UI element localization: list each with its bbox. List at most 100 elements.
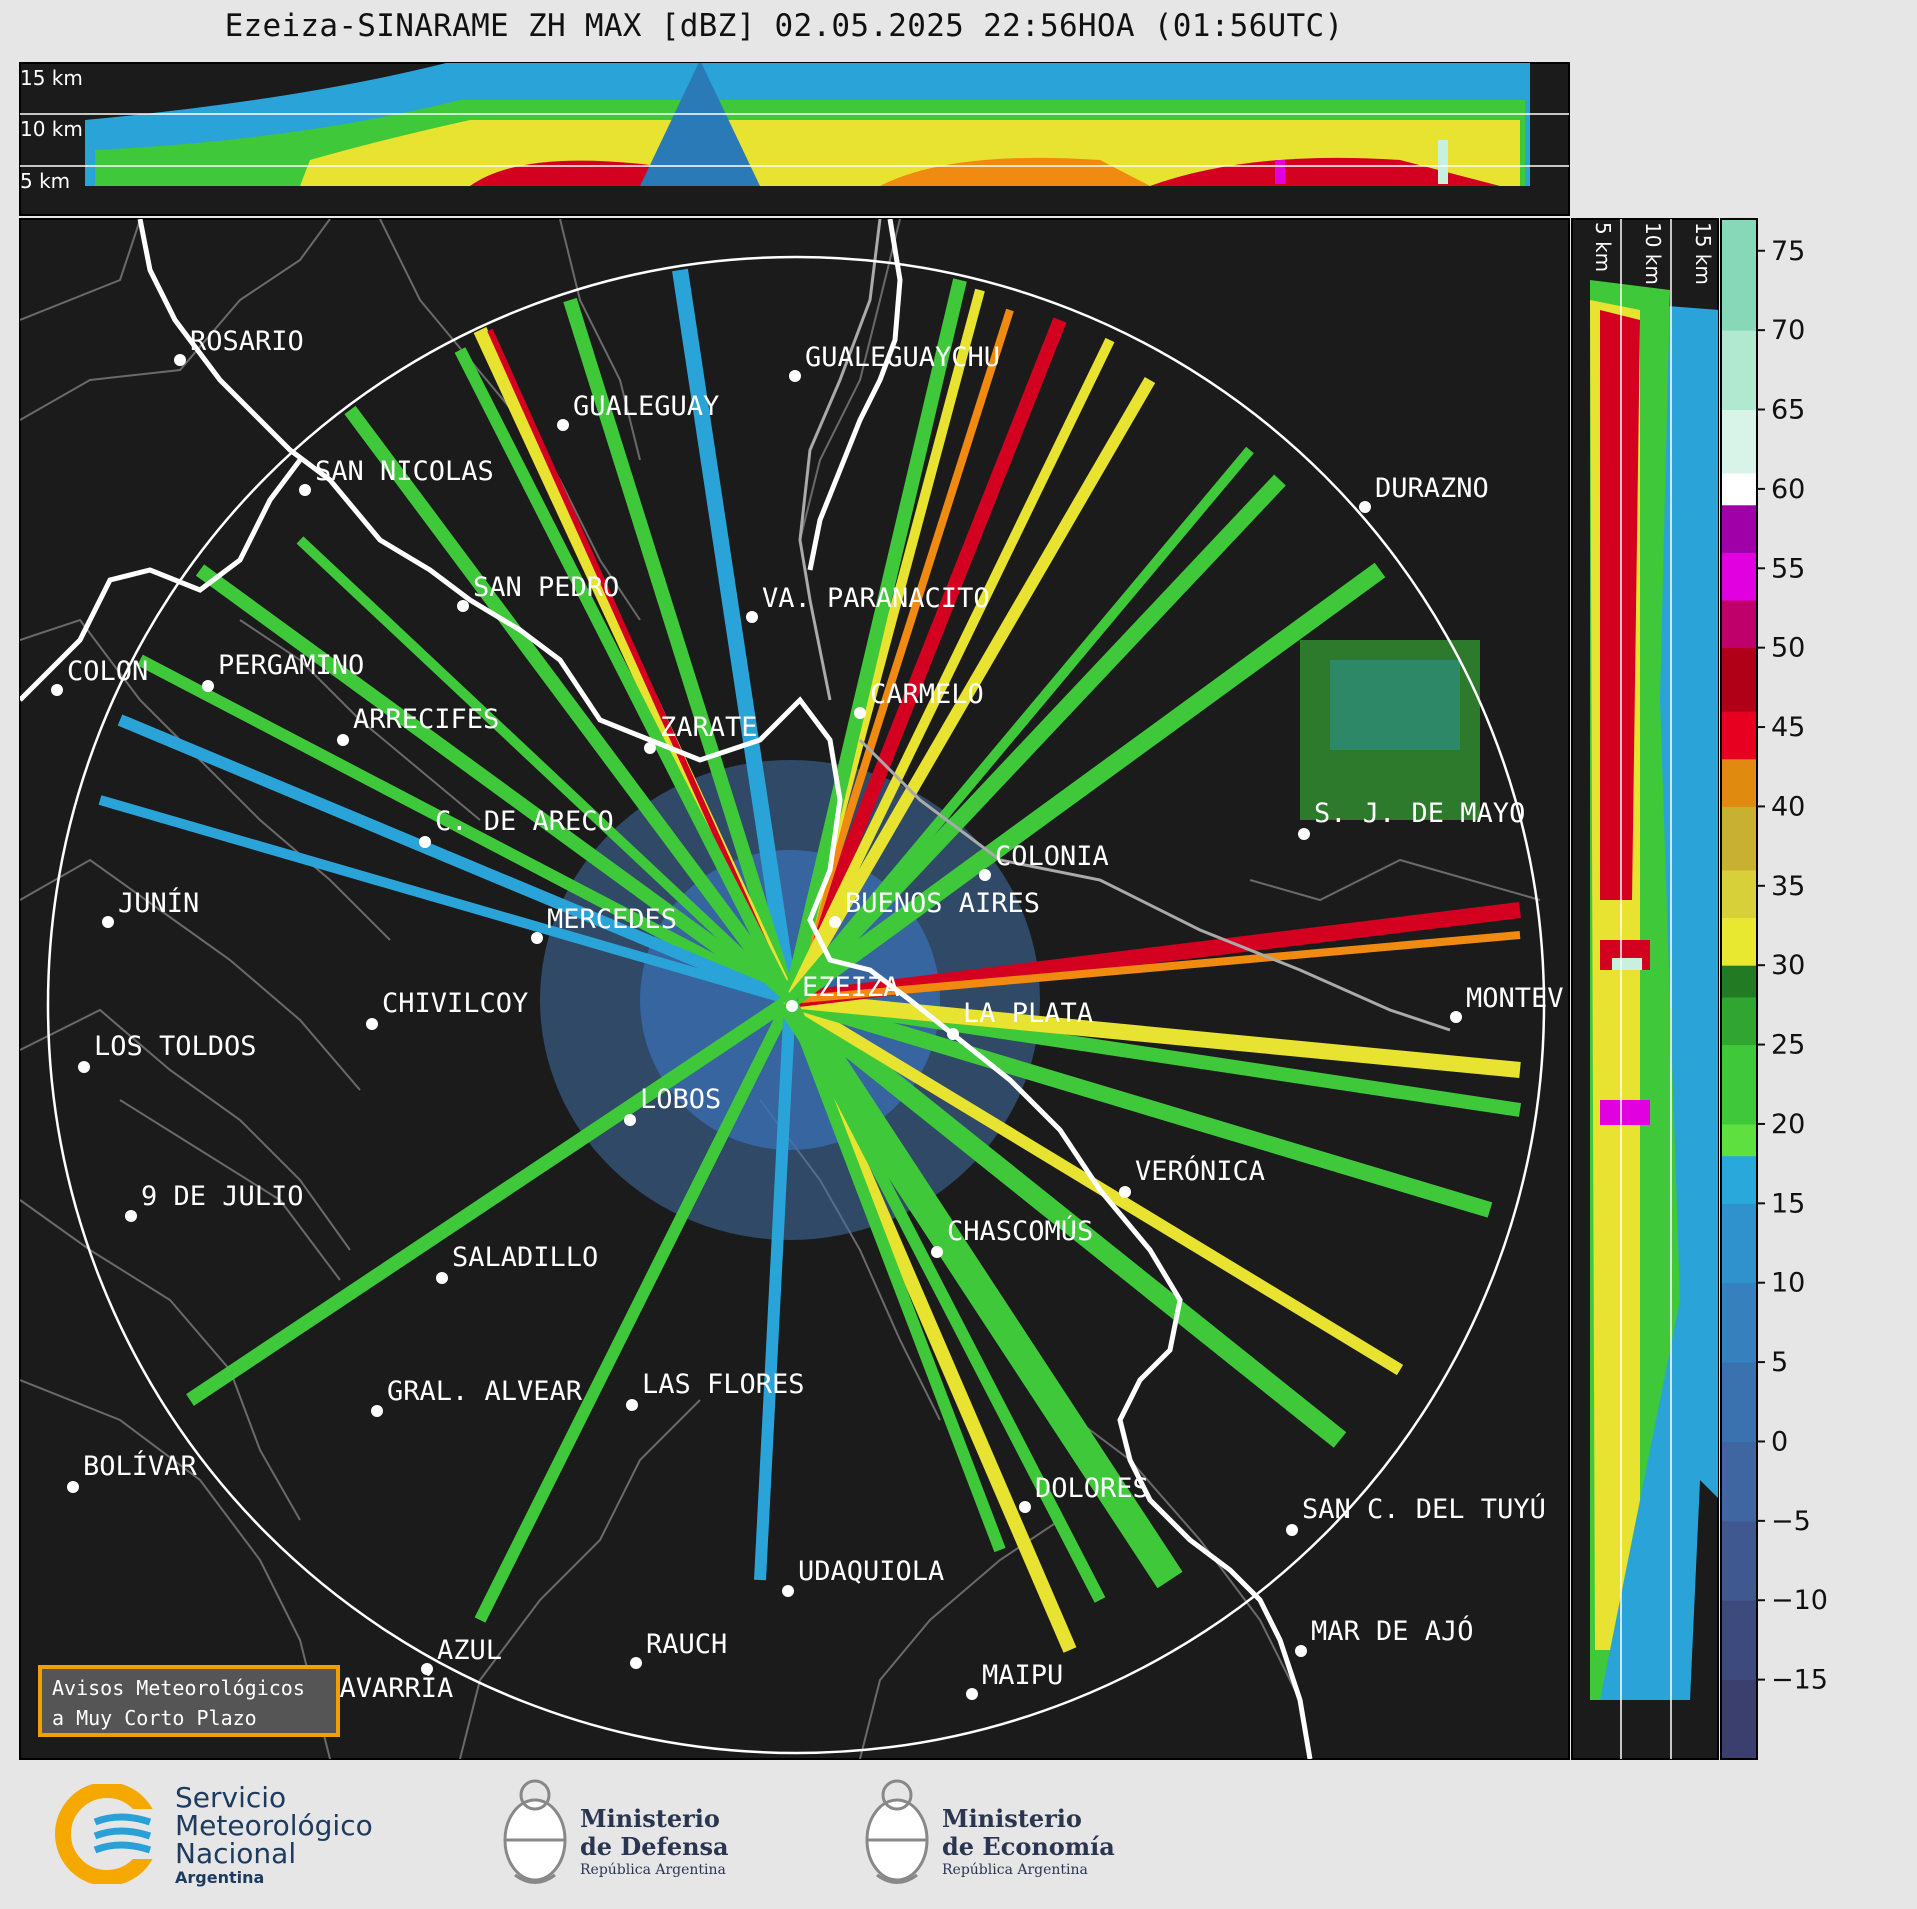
colorbar-swatch [1721,504,1757,553]
boundaries [20,219,1541,1759]
svg-text:UDAQUIOLA: UDAQUIOLA [798,1556,944,1587]
colorbar-swatch [1721,552,1757,601]
svg-text:LA PLATA: LA PLATA [963,998,1093,1029]
svg-text:VA. PARANACITO: VA. PARANACITO [762,583,990,614]
city-colon: COLON [51,656,148,696]
smn-text: Servicio Meteorológico Nacional Argentin… [175,1781,373,1888]
colorbar-swatch [1721,409,1757,474]
svg-text:MAR DE AJÓ: MAR DE AJÓ [1311,1615,1474,1647]
colorbar-tick-label: 0 [1771,1426,1788,1457]
city-sj-de-mayo: S. J. DE MAYO [1298,798,1525,840]
side-height-label-5km: 5 km [1591,222,1615,272]
radar-map-panel: ROSARIO GUALEGUAYCHU GUALEGUAY SAN NICOL… [19,218,1570,1760]
svg-text:AZUL: AZUL [437,1635,502,1666]
city-saladillo: SALADILLO [436,1242,598,1284]
ministerio-economia-logo: Ministerio de Economía República Argenti… [857,1775,1137,1895]
ministerio-defensa-logo: Ministerio de Defensa República Argentin… [495,1775,775,1895]
coastline [20,219,1313,1759]
colorbar-swatch [1721,758,1757,807]
colorbar-tick-label: 30 [1771,950,1805,981]
colorbar-tick-label: −10 [1771,1585,1828,1616]
svg-text:VERÓNICA: VERÓNICA [1135,1155,1265,1187]
colorbar-swatch [1721,1203,1757,1284]
city-gualeguay: GUALEGUAY [557,391,719,431]
svg-text:SAN C. DEL TUYÚ: SAN C. DEL TUYÚ [1302,1493,1546,1525]
chart-title: Ezeiza-SINARAME ZH MAX [dBZ] 02.05.2025 … [224,8,1344,44]
colorbar-swatch [1721,1520,1757,1601]
smn-emblem-icon [55,1782,167,1886]
colorbar-tick-label: −15 [1771,1665,1828,1696]
city-las-flores: LAS FLORES [626,1369,805,1411]
svg-text:MAIPU: MAIPU [982,1660,1063,1691]
svg-text:MERCEDES: MERCEDES [547,904,677,935]
city-zarate: ZARATE [644,712,758,754]
svg-text:COLONIA: COLONIA [995,841,1109,872]
colorbar-tick-label: 55 [1771,553,1805,584]
svg-text:EZEIZA: EZEIZA [802,972,900,1003]
city-san-c-del-tuyu: SAN C. DEL TUYÚ [1286,1493,1546,1536]
city-ezeiza: EZEIZA [786,972,900,1012]
city-maipu: MAIPU [966,1660,1063,1700]
svg-text:DURAZNO: DURAZNO [1375,473,1489,504]
smn-logo: Servicio Meteorológico Nacional Argentin… [55,1782,415,1887]
city-azul: AZUL [421,1635,502,1675]
coat-of-arms-icon [503,1779,567,1884]
city-durazno: DURAZNO [1359,473,1489,513]
height-label-5km: 5 km [20,169,70,193]
colorbar-swatch [1721,1155,1757,1204]
svg-text:CHASCOMÚS: CHASCOMÚS [947,1215,1093,1247]
colorbar-tick-label: 5 [1771,1347,1788,1378]
colorbar-tick-label: 50 [1771,633,1805,664]
avisos-line2: a Muy Corto Plazo [52,1706,257,1730]
colorbar-tick-label: 40 [1771,791,1805,822]
colorbar-tick-label: −5 [1771,1506,1811,1537]
colorbar-swatch [1721,965,1757,998]
colorbar-tick-label: 15 [1771,1188,1805,1219]
svg-text:S. J. DE MAYO: S. J. DE MAYO [1314,798,1525,829]
svg-text:SAN PEDRO: SAN PEDRO [473,572,619,603]
svg-text:C. DE ARECO: C. DE ARECO [435,806,614,837]
colorbar-swatch [1721,1362,1757,1442]
avisos-line1: Avisos Meteorológicos [52,1676,305,1700]
city-bolivar: BOLÍVAR [67,1450,198,1493]
city-c-de-areco: C. DE ARECO [419,806,614,848]
svg-text:ARRECIFES: ARRECIFES [353,704,499,735]
svg-text:LOS TOLDOS: LOS TOLDOS [94,1031,257,1062]
city-markers: ROSARIO GUALEGUAYCHU GUALEGUAY SAN NICOL… [51,326,1564,1715]
city-chivilcoy: CHIVILCOY [366,988,528,1030]
city-gral-alvear: GRAL. ALVEAR [371,1376,583,1417]
city-san-nicolas: SAN NICOLAS [299,456,494,496]
city-la-plata: LA PLATA [947,998,1093,1040]
colorbar-swatch [1721,1441,1757,1522]
city-junin: JUNÍN [102,887,199,928]
colorbar-swatch [1721,917,1757,966]
defensa-text: Ministerio de Defensa República Argentin… [580,1804,729,1879]
svg-text:GUALEGUAY: GUALEGUAY [573,391,719,422]
colorbar-swatch [1721,806,1757,871]
city-carmelo: CARMELO [854,679,984,719]
colorbar-swatch [1721,473,1757,506]
colorbar-swatch [1721,711,1757,760]
city-pergamino: PERGAMINO [202,650,364,692]
city-mercedes: MERCEDES [531,904,677,944]
colorbar-tick-label: 70 [1771,315,1805,346]
colorbar-swatch [1721,869,1757,919]
colorbar-swatch [1721,330,1757,411]
colorbar-tick-label: 60 [1771,474,1805,505]
city-san-pedro: SAN PEDRO [457,572,619,612]
colorbar-swatch [1721,1282,1757,1363]
svg-text:COLON: COLON [67,656,148,687]
svg-text:SAN NICOLAS: SAN NICOLAS [315,456,494,487]
city-9-de-julio: 9 DE JULIO [125,1181,304,1222]
colorbar-tick-label: 25 [1771,1030,1805,1061]
side-height-label-15km: 15 km [1691,222,1715,285]
svg-text:BOLÍVAR: BOLÍVAR [83,1450,198,1482]
coat-of-arms-icon [865,1779,929,1884]
colorbar-tick-label: 65 [1771,395,1805,426]
svg-text:ZARATE: ZARATE [660,712,758,743]
svg-text:MONTEV: MONTEV [1466,983,1564,1014]
city-rosario: ROSARIO [174,326,304,366]
